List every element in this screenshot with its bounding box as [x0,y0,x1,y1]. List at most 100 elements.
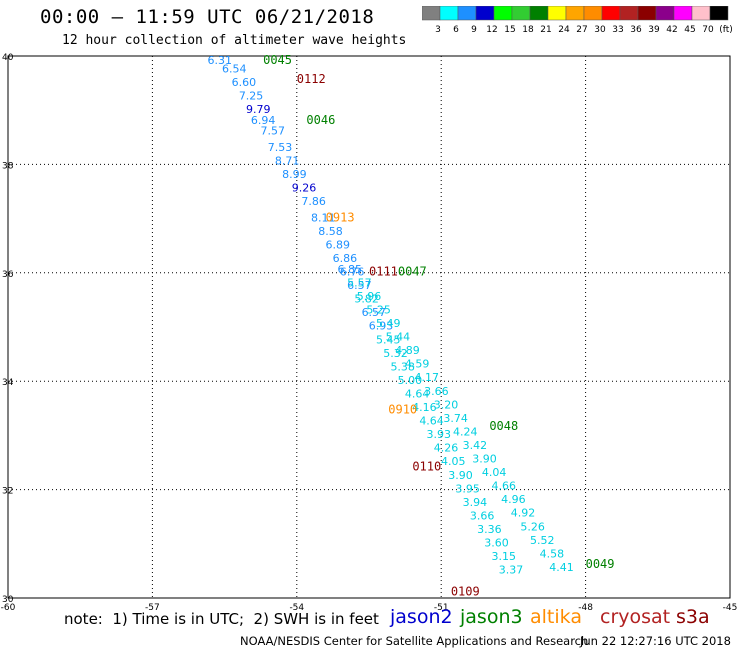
swh-value-label: 8.71 [275,154,300,167]
colorbar-swatch [439,6,459,21]
x-tick-label: -45 [723,603,738,613]
pass-labels: 0045 0112 0046 0913 0111 0047 0910 0048 0110 0049… [263,53,614,598]
swh-value-label: 3.95 [455,482,480,495]
swh-value-label: 3.94 [463,496,488,509]
pass-number-label: 0910 [388,403,417,417]
swh-value-label: 3.36 [477,523,502,536]
y-tick-label: 32 [2,487,13,497]
colorbar-swatch [709,6,729,21]
colorbar-swatch [547,6,567,21]
colorbar-swatch [565,6,585,21]
swh-value-label: 6.94 [251,114,276,127]
swh-value-label: 9.26 [292,182,317,195]
swh-value-label: 3.93 [427,428,452,441]
colorbar-label: 27 [576,25,587,35]
swh-value-label: 7.86 [301,195,326,208]
swh-value-label: 3.74 [443,412,468,425]
colorbar-swatch [673,6,693,21]
swh-value-label: 4.26 [434,442,459,455]
swh-value-label: 5.52 [530,534,555,547]
axis-tick-labels: -60 -57 -54 -51 -48 -45 40 38 36 34 32 30 [1,53,738,613]
colorbar-label: 70 [702,25,714,35]
colorbar-swatch [655,6,675,21]
pass-number-label: 0109 [451,584,480,598]
colorbar-label: 36 [630,25,642,35]
colorbar-swatch [475,6,495,21]
swh-value-label: 6.85 [337,263,362,276]
swh-value-label: 6.31 [208,54,233,67]
credit-text: NOAA/NESDIS Center for Satellite Applica… [240,634,589,648]
swh-value-label: 4.17 [415,371,440,384]
colorbar-label: 12 [486,25,497,35]
colorbar-label: 15 [504,25,515,35]
grid-lines [8,56,730,598]
swh-value-label: 6.60 [232,76,257,89]
swh-value-label: 6.57 [362,306,387,319]
x-tick-label: -51 [434,603,449,613]
swh-value-label: 8.58 [318,225,343,238]
swh-value-label: 5.44 [386,331,411,344]
swh-value-label: 9.79 [246,103,271,116]
swh-value-label: 5.57 [347,276,372,289]
colorbar-label: 39 [648,25,660,35]
pass-number-label: 0046 [306,113,335,127]
swh-value-label: 8.11 [311,211,336,224]
swh-value-label: 4.41 [549,561,574,574]
colorbar-label: 21 [540,25,551,35]
swh-value-label: 4.66 [492,480,517,493]
swh-value-label: 5.49 [376,317,401,330]
swh-value-label: 3.66 [470,509,495,522]
wave-height-points: 6.316.546.607.259.796.947.57 7.538.718.99… [208,54,574,576]
colorbar-swatch [511,6,531,21]
swh-value-label: 6.54 [222,62,247,75]
swh-value-label: 5.32 [383,347,408,360]
note-text: note: 1) Time is in UTC; 2) SWH is in fe… [64,610,379,628]
generated-timestamp: Jun 22 12:27:16 UTC 2018 [580,634,731,648]
swh-value-label: 3.60 [484,537,509,550]
colorbar-label: 9 [471,25,477,35]
pass-number-label: 0110 [412,460,441,474]
swh-value-label: 5.45 [376,333,401,346]
legend-altika: altika [530,606,582,628]
swh-value-label: 4.05 [441,455,466,468]
colorbar-label: 24 [558,25,570,35]
swh-value-label: 5.00 [398,374,423,387]
colorbar-label: 42 [666,25,677,35]
swh-value-label: 4.96 [501,493,526,506]
swh-value-label: 3.15 [492,550,517,563]
swh-value-label: 7.57 [260,125,285,138]
swh-value-label: 5.96 [357,290,382,303]
map-frame [7,55,731,599]
legend-s3a: s3a [676,606,710,628]
swh-value-label: 4.64 [419,415,444,428]
legend-jason2: jason2 [390,606,453,628]
colorbar-label: 45 [684,25,695,35]
swh-value-label: 6.89 [325,238,350,251]
swh-value-label: 4.58 [540,547,565,560]
colorbar-label: 6 [453,25,459,35]
swh-value-label: 6.57 [347,279,372,292]
swh-value-label: 6.86 [333,252,358,265]
pass-number-label: 0112 [297,72,326,86]
swh-value-label: 5.25 [366,303,391,316]
colorbar-swatch [529,6,549,21]
swh-value-label: 7.25 [239,89,264,102]
swh-value-label: 4.24 [453,425,478,438]
swh-value-label: 4.89 [395,344,420,357]
swh-value-label: 4.92 [511,507,536,520]
x-tick-label: -54 [289,603,304,613]
y-tick-label: 38 [2,161,14,171]
swh-value-label: 3.37 [499,564,524,577]
swh-value-label: 6.76 [340,266,365,279]
swh-value-label: 8.99 [282,168,307,181]
swh-value-label: 3.90 [472,453,497,466]
x-tick-label: -60 [1,603,16,613]
colorbar-label: 30 [594,25,606,35]
swh-value-label: 6.93 [369,320,394,333]
pass-number-label: 0047 [398,265,427,279]
swh-value-label: 5.26 [520,520,545,533]
colorbar-label: 33 [612,25,623,35]
colorbar-swatch [637,6,657,21]
swh-value-label: 3.90 [448,469,473,482]
pass-number-label: 0049 [586,557,615,571]
